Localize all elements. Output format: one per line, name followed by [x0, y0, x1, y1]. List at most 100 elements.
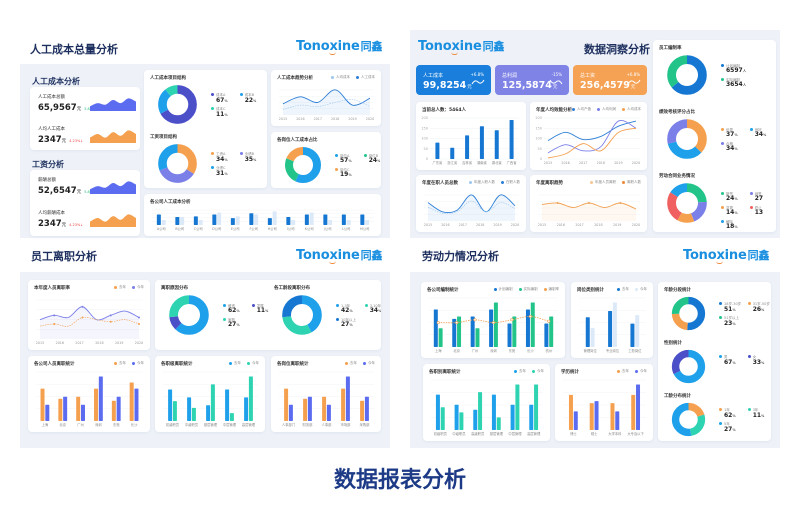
bar[interactable]	[489, 309, 494, 347]
bar[interactable]	[585, 317, 590, 347]
bar[interactable]	[161, 220, 166, 225]
bar[interactable]	[303, 398, 308, 421]
bar[interactable]	[615, 411, 620, 430]
bar[interactable]	[457, 316, 462, 347]
bar[interactable]	[217, 212, 222, 225]
bar[interactable]	[435, 394, 440, 430]
legend-item[interactable]: 去年	[514, 369, 526, 374]
legend-item[interactable]: 去年	[617, 287, 629, 292]
legend-item[interactable]: 去年	[114, 361, 126, 366]
legend-item[interactable]: 编制率	[543, 287, 559, 292]
donut-segment[interactable]	[285, 147, 321, 183]
bar[interactable]	[529, 404, 534, 430]
bar[interactable]	[525, 309, 530, 347]
donut-segment[interactable]	[282, 295, 322, 335]
bar[interactable]	[635, 315, 640, 347]
bar[interactable]	[94, 388, 99, 421]
legend-item[interactable]: 在职人数	[501, 180, 520, 185]
legend-item[interactable]: 实际编制 3654人	[721, 77, 746, 88]
donut-segment[interactable]	[285, 147, 321, 183]
legend-item[interactable]: 续签 27	[749, 191, 763, 202]
bar[interactable]	[530, 302, 535, 347]
line-point[interactable]	[492, 321, 496, 325]
legend-item[interactable]: 离职人数	[622, 180, 641, 185]
legend-item[interactable]: 新签 24%	[721, 191, 738, 202]
donut-segment[interactable]	[158, 85, 197, 124]
bar[interactable]	[229, 413, 234, 421]
bar[interactable]	[225, 389, 230, 421]
bar[interactable]	[272, 211, 277, 225]
line-series[interactable]	[39, 316, 140, 327]
bar[interactable]	[465, 135, 470, 159]
line-series[interactable]	[427, 200, 516, 215]
bar[interactable]	[470, 316, 475, 347]
legend-item[interactable]: 31岁-50岁 26%	[747, 302, 770, 313]
bar[interactable]	[111, 400, 116, 421]
kpi-total-profit[interactable]: 总利润 125,5874元 -15%	[495, 65, 569, 95]
line-series[interactable]	[427, 194, 516, 214]
bar[interactable]	[193, 216, 198, 225]
bar[interactable]	[328, 220, 333, 225]
bar[interactable]	[58, 398, 63, 421]
bar[interactable]	[608, 310, 613, 347]
bar[interactable]	[286, 216, 291, 225]
bar[interactable]	[496, 417, 501, 430]
bar[interactable]	[479, 126, 484, 159]
bar[interactable]	[156, 214, 161, 225]
bar[interactable]	[76, 396, 81, 421]
donut-segment[interactable]	[667, 183, 707, 223]
bar[interactable]	[454, 404, 459, 430]
bar[interactable]	[364, 396, 369, 421]
bar[interactable]	[198, 220, 203, 225]
bar[interactable]	[435, 142, 440, 159]
legend-item[interactable]: 岗位C 19%	[335, 167, 352, 178]
bar[interactable]	[345, 376, 350, 421]
donut-segment[interactable]	[667, 119, 707, 159]
bar[interactable]	[568, 394, 573, 430]
line-series[interactable]	[282, 99, 371, 110]
legend-item[interactable]: 5年 27%	[719, 422, 736, 433]
bar[interactable]	[187, 397, 192, 421]
bar[interactable]	[175, 216, 180, 225]
bar[interactable]	[206, 405, 211, 421]
legend-item[interactable]: 今年	[132, 361, 144, 366]
line-point[interactable]	[436, 321, 440, 325]
bar[interactable]	[610, 403, 615, 430]
line-point[interactable]	[528, 315, 532, 319]
bar[interactable]	[129, 382, 134, 421]
bar[interactable]	[346, 220, 351, 225]
legend-item[interactable]: 计划编制	[493, 287, 513, 292]
legend-item[interactable]: 今年	[635, 369, 647, 374]
legend-item[interactable]: 岗位B 24%	[363, 153, 380, 164]
bar[interactable]	[491, 394, 496, 430]
donut-segment[interactable]	[667, 183, 707, 223]
donut-segment[interactable]	[282, 295, 322, 335]
bar[interactable]	[631, 394, 636, 430]
bar[interactable]	[473, 409, 478, 430]
bar[interactable]	[494, 130, 499, 159]
line-series[interactable]	[547, 127, 637, 159]
kpi-total-salary[interactable]: 总工资 256,4579元 +6.8%	[573, 65, 647, 95]
line-series[interactable]	[547, 120, 637, 141]
donut-segment[interactable]	[667, 119, 707, 159]
bar[interactable]	[45, 404, 50, 421]
bar[interactable]	[304, 214, 309, 225]
donut-segment[interactable]	[169, 295, 209, 335]
legend-item[interactable]: 去年	[617, 369, 629, 374]
bar[interactable]	[341, 214, 346, 225]
legend-item[interactable]: 年度入职人数	[469, 180, 495, 185]
bar[interactable]	[594, 401, 599, 430]
bar[interactable]	[636, 384, 641, 430]
line-point[interactable]	[510, 318, 514, 322]
legend-item[interactable]: 变更 14%	[721, 205, 738, 216]
bar[interactable]	[322, 396, 327, 421]
legend-item[interactable]: 优秀 37%	[721, 127, 738, 138]
legend-item[interactable]: 51岁以上 23%	[719, 316, 739, 327]
legend-item[interactable]: 工资A 34%	[211, 152, 228, 163]
bar[interactable]	[590, 327, 595, 347]
bar[interactable]	[230, 218, 235, 225]
bar[interactable]	[172, 401, 177, 421]
donut-segment[interactable]	[667, 183, 707, 223]
donut-segment[interactable]	[671, 296, 706, 331]
